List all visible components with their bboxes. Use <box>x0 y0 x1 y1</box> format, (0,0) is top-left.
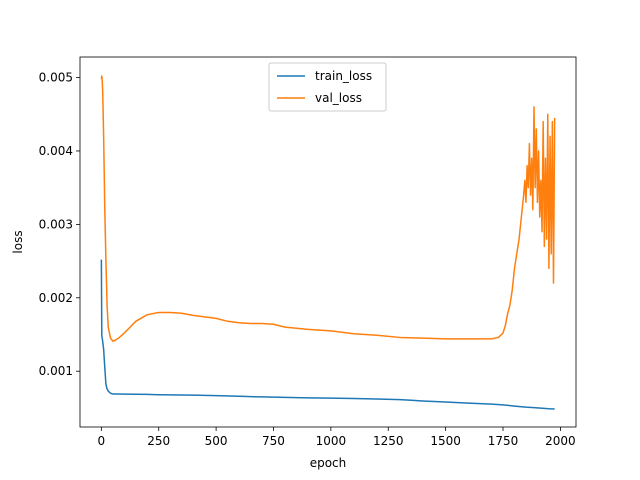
x-tick-label: 250 <box>147 434 170 448</box>
x-tick-label: 1750 <box>488 434 519 448</box>
series-line-train-loss <box>100 259 555 410</box>
x-axis: 0 250 500 750 1000 1250 1500 1750 2000 <box>98 427 576 448</box>
y-tick-label: 0.003 <box>39 217 73 231</box>
y-tick-label: 0.001 <box>39 364 73 378</box>
y-tick-label: 0.004 <box>39 144 73 158</box>
legend-label-val-loss: val_loss <box>315 91 362 105</box>
legend-label-train-loss: train_loss <box>315 69 372 83</box>
x-axis-label: epoch <box>310 456 347 470</box>
legend: train_loss val_loss <box>268 62 387 112</box>
x-tick-label: 500 <box>205 434 228 448</box>
series-line-val-loss <box>100 75 556 342</box>
y-tick-label: 0.005 <box>39 71 73 85</box>
y-axis: 0.001 0.002 0.003 0.004 0.005 <box>39 71 80 378</box>
y-axis-label: loss <box>11 230 25 253</box>
x-tick-label: 0 <box>98 434 106 448</box>
legend-box <box>268 62 387 112</box>
x-tick-label: 2000 <box>545 434 576 448</box>
x-tick-label: 1250 <box>373 434 404 448</box>
x-tick-label: 1500 <box>430 434 461 448</box>
x-tick-label: 1000 <box>316 434 347 448</box>
y-tick-label: 0.002 <box>39 291 73 305</box>
x-tick-label: 750 <box>262 434 285 448</box>
plot-frame <box>79 56 577 428</box>
